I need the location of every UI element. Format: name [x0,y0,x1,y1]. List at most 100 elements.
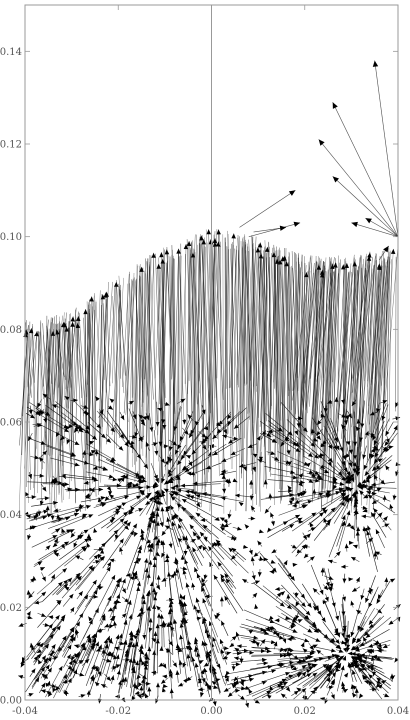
vector-shaft [33,322,42,489]
vector-shaft [51,513,79,523]
vector-shaft [218,229,225,486]
vector-shaft [286,438,314,458]
vector-shaft [320,261,332,511]
vector-head [161,552,166,558]
vector-head [353,659,359,665]
vector-head [374,452,379,458]
vector-head [139,474,144,479]
vector-head [110,675,115,681]
vector-head [257,540,262,546]
vector-head [242,579,248,584]
vector-head [147,686,152,692]
vector-head [163,480,169,485]
vector-head [200,692,204,698]
vector-shaft [291,251,299,422]
vector-head [333,262,338,268]
vector-shaft [265,413,293,436]
vector-head [319,589,324,595]
vector-head [264,631,269,635]
vector-head [221,620,225,626]
vector-head [312,588,318,593]
vector-head [232,478,238,483]
vector-head [181,506,187,512]
vector-head [188,645,193,651]
vector-head [288,489,293,494]
vector-shaft [146,261,154,400]
vector-shaft [176,503,206,532]
vector-head [334,397,339,402]
vector-head [151,670,156,675]
vector-head [308,470,314,474]
vector-head [244,524,250,529]
vector-head [287,604,292,610]
vector-head [124,525,129,530]
vector-shaft [235,250,239,511]
vector-head [66,529,72,534]
vector-shaft [218,229,226,441]
vector-head [385,430,390,436]
vector-head [100,496,106,501]
vector-head [259,556,264,562]
vector-head [292,628,298,633]
vector-head [355,647,360,652]
vector-head [151,511,156,516]
vector-shaft [167,517,177,554]
vector-head [368,485,373,490]
y-tick-label: 0.04 [0,510,22,521]
vector-head [74,441,80,445]
vector-shaft [129,442,149,469]
vector-head [316,649,322,655]
vector-head [47,513,53,518]
vector-head [201,640,206,646]
vector-head [158,492,163,498]
vector-head [346,644,351,650]
vector-head [166,622,171,627]
vector-shaft [276,461,314,474]
vector-head [309,651,315,656]
vector-shaft [192,656,199,688]
vector-head [360,595,365,600]
vector-shaft [279,254,281,504]
vector-head [66,654,71,659]
vector-shaft [179,256,185,425]
vector-head [320,567,325,573]
vector-head [115,511,120,515]
vector-head [145,591,150,597]
vector-head [146,543,151,548]
vector-shaft [24,328,32,469]
vector-shaft [279,259,290,391]
vector-head [74,427,79,433]
vector-shaft [130,668,135,697]
vector-head [75,621,80,627]
vector-head [74,653,80,658]
vector-head [203,574,208,580]
vector-head [132,571,137,577]
vector-shaft [359,255,362,489]
vector-head [306,673,312,678]
vector-shaft [141,266,144,456]
vector-head [61,474,66,479]
vector-shaft [278,558,295,581]
vector-head [97,671,102,677]
vector-head [53,550,59,555]
vector-head [290,576,295,581]
vector-head [156,538,161,543]
vector-head [84,538,90,543]
vector-shaft [35,517,64,527]
vector-head [24,491,29,497]
vector-head [363,675,368,680]
vector-head [234,656,239,661]
vector-shaft [301,272,314,398]
vector-shaft [34,330,38,383]
vector-head [179,634,184,640]
vector-head [28,436,32,441]
vector-head [82,450,87,455]
vector-head [289,497,294,501]
vector-head [177,444,182,450]
vector-head [301,688,307,693]
vector-shaft [306,261,319,414]
vector-shaft [266,430,301,453]
vector-shaft [41,424,80,446]
vector-head [216,422,221,427]
vector-head [63,579,68,585]
